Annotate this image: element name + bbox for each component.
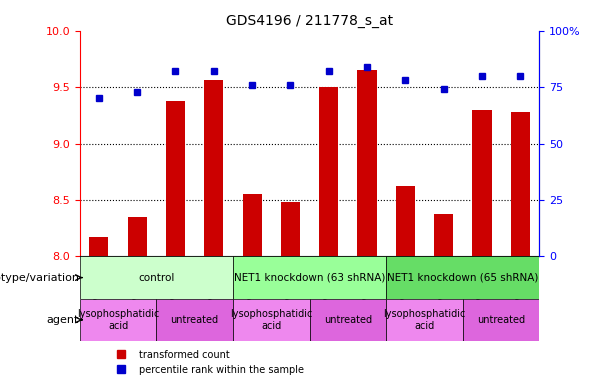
Text: lysophosphatidic
acid: lysophosphatidic acid xyxy=(77,309,159,331)
Bar xyxy=(473,110,492,257)
Text: NET1 knockdown (63 shRNA): NET1 knockdown (63 shRNA) xyxy=(234,273,385,283)
Text: lysophosphatidic
acid: lysophosphatidic acid xyxy=(383,309,466,331)
Bar xyxy=(89,237,109,257)
FancyBboxPatch shape xyxy=(386,257,539,299)
Bar xyxy=(166,101,185,257)
Bar xyxy=(243,194,262,257)
Text: NET1 knockdown (65 shRNA): NET1 knockdown (65 shRNA) xyxy=(387,273,538,283)
FancyBboxPatch shape xyxy=(80,257,233,299)
Bar xyxy=(434,214,453,257)
Bar xyxy=(281,202,300,257)
Text: untreated: untreated xyxy=(324,315,372,325)
Bar xyxy=(204,80,223,257)
FancyBboxPatch shape xyxy=(233,299,310,341)
FancyBboxPatch shape xyxy=(463,299,539,341)
Bar xyxy=(128,217,147,257)
FancyBboxPatch shape xyxy=(310,299,386,341)
Bar xyxy=(357,70,376,257)
FancyBboxPatch shape xyxy=(386,299,463,341)
Text: agent: agent xyxy=(47,315,79,325)
Text: lysophosphatidic
acid: lysophosphatidic acid xyxy=(230,309,313,331)
FancyBboxPatch shape xyxy=(156,299,233,341)
Bar xyxy=(319,87,338,257)
Bar xyxy=(511,112,530,257)
FancyBboxPatch shape xyxy=(80,299,156,341)
Text: control: control xyxy=(138,273,175,283)
Title: GDS4196 / 211778_s_at: GDS4196 / 211778_s_at xyxy=(226,14,393,28)
Legend: transformed count, percentile rank within the sample: transformed count, percentile rank withi… xyxy=(107,346,308,379)
Text: untreated: untreated xyxy=(170,315,219,325)
Text: untreated: untreated xyxy=(477,315,525,325)
Bar xyxy=(396,187,415,257)
FancyBboxPatch shape xyxy=(233,257,386,299)
Text: genotype/variation: genotype/variation xyxy=(0,273,79,283)
